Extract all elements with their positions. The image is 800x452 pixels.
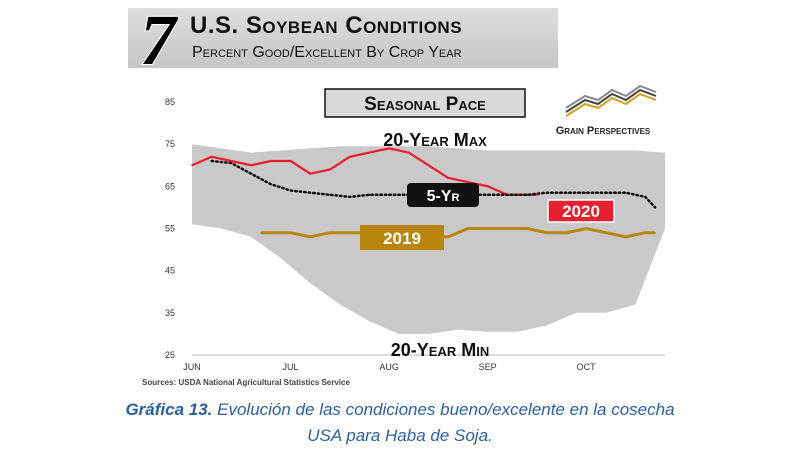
series-point-2019 — [309, 236, 312, 238]
series-point-5-yr — [624, 191, 627, 194]
chart-title-box — [324, 88, 526, 118]
series-point-2019 — [654, 231, 656, 234]
series-point-2020 — [230, 160, 233, 162]
series-point-5-yr — [506, 193, 509, 196]
series-point-2020 — [348, 156, 351, 158]
series-point-5-yr — [585, 191, 587, 194]
legend-5yr-box — [407, 183, 479, 207]
series-point-2020 — [250, 164, 252, 167]
legend-2020-label: 2020 — [562, 202, 600, 221]
series-point-5-yr — [210, 160, 213, 162]
series-point-2019 — [447, 236, 450, 238]
series-point-2019 — [467, 227, 469, 230]
series-point-5-yr — [644, 196, 647, 198]
figure-caption-line-2: USA para Haba de Soja. — [307, 426, 493, 445]
annotation-20yr-min: 20-Year Min — [391, 340, 489, 360]
series-point-2020 — [270, 160, 272, 162]
y-tick-label: 55 — [165, 224, 175, 234]
x-axis: JUN JUL AUG SEP OCT — [183, 362, 596, 372]
series-point-5-yr — [270, 183, 272, 186]
series-point-2020 — [329, 168, 331, 171]
y-tick-label: 85 — [165, 97, 175, 107]
legend-2019-box — [360, 225, 444, 250]
series-2020-line — [191, 147, 537, 196]
series-point-2019 — [486, 227, 489, 230]
page-subtitle: Percent Good/Excellent By Crop Year — [192, 44, 462, 61]
series-point-2020 — [388, 147, 390, 150]
series-point-2020 — [536, 193, 538, 196]
source-note: Sources: USDA National Agricultural Stat… — [142, 378, 350, 387]
annotation-20yr-max: 20-Year Max — [383, 130, 487, 150]
series-point-5-yr — [329, 193, 331, 196]
series-point-2019 — [605, 231, 607, 234]
series-point-2019 — [329, 231, 331, 234]
series-point-2019 — [260, 231, 262, 234]
series-point-5-yr — [309, 191, 312, 194]
series-point-5-yr — [388, 193, 390, 196]
series-point-2020 — [289, 160, 292, 162]
y-tick-label: 45 — [165, 266, 175, 276]
y-tick-label: 65 — [165, 181, 175, 191]
series-point-5-yr — [565, 191, 568, 194]
y-tick-label: 25 — [165, 350, 175, 360]
series-point-5-yr — [368, 193, 371, 196]
legend-5yr-label: 5-Yr — [427, 188, 460, 205]
figure-caption-text-1: Evolución de las condiciones bueno/excel… — [217, 400, 675, 419]
series-point-2019 — [506, 227, 509, 230]
series-point-5-yr — [526, 193, 528, 196]
series-point-5-yr — [545, 191, 548, 194]
series-point-2020 — [447, 177, 450, 179]
x-tick-label: OCT — [577, 362, 597, 372]
series-point-2019 — [644, 231, 647, 234]
header-number: 7 — [140, 0, 179, 80]
data-points — [191, 147, 656, 238]
x-tick-label: SEP — [479, 362, 497, 372]
series-point-5-yr — [250, 172, 252, 175]
series-point-2020 — [309, 172, 312, 175]
series-point-5-yr — [289, 189, 292, 192]
series-point-2019 — [565, 231, 568, 234]
figure-caption-line-1: Gráfica 13. Evolución de las condiciones… — [0, 400, 800, 420]
page-title: U.S. Soybean Conditions — [190, 12, 463, 39]
brand-label: Grain Perspectives — [556, 125, 651, 137]
legend-2019-label: 2019 — [383, 229, 421, 248]
series-point-5-yr — [348, 196, 351, 198]
series-point-2019 — [289, 231, 292, 234]
series-point-2019 — [624, 236, 627, 238]
x-tick-label: JUN — [183, 362, 201, 372]
chart-title: Seasonal Pace — [364, 94, 486, 115]
series-point-2020 — [191, 164, 193, 167]
series-point-2020 — [427, 164, 430, 167]
series-point-2019 — [348, 231, 351, 234]
y-tick-label: 35 — [165, 308, 175, 318]
x-tick-label: JUL — [283, 362, 299, 372]
legend-2020-box — [547, 199, 615, 223]
series-point-2019 — [526, 227, 528, 230]
grain-perspectives-logo — [565, 84, 657, 117]
series-point-2020 — [210, 156, 213, 158]
figure-caption-label: Gráfica 13. — [125, 400, 213, 419]
x-tick-label: AUG — [379, 362, 399, 372]
series-point-5-yr — [605, 191, 607, 194]
y-tick-label: 75 — [165, 139, 175, 149]
series-point-2020 — [486, 185, 489, 188]
series-point-5-yr — [230, 162, 233, 164]
title-banner — [128, 8, 558, 68]
series-point-2019 — [585, 227, 587, 230]
series-point-5-yr — [486, 193, 489, 196]
series-point-2020 — [368, 151, 371, 154]
series-point-5-yr — [654, 206, 656, 209]
y-axis: 25 35 45 55 65 75 85 — [165, 97, 175, 360]
series-point-2020 — [407, 151, 410, 154]
series-point-2020 — [467, 181, 469, 183]
series-point-2019 — [545, 231, 548, 234]
